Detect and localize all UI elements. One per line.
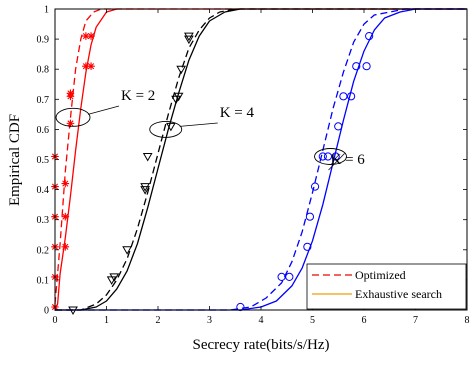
data-point-k-4-triangle-down <box>184 35 194 45</box>
data-point-k-4-triangle-down <box>184 32 194 42</box>
x-tick-label: 4 <box>259 315 264 326</box>
y-tick-label: 0.8 <box>37 65 50 76</box>
y-tick-label: 0.2 <box>37 245 50 256</box>
data-point-k-6-circle <box>318 152 327 161</box>
series-line-k-6-dashed <box>55 8 467 311</box>
data-point-k-2-star <box>66 89 75 98</box>
legend: Optimized Exhaustive search <box>306 263 467 310</box>
y-tick-label: 0.4 <box>37 185 50 196</box>
x-tick-label: 8 <box>465 315 470 326</box>
annotation-leader-line <box>179 122 218 127</box>
axis-ticks: 0 1 2 3 4 5 6 7 8 0 0.1 0.2 0.3 0.4 0.5 0.6 0.7 0.8 0.9 1 <box>37 5 470 327</box>
data-point-k-6-circle <box>362 62 371 71</box>
annotations: K = 2 K = 4 K = 6 <box>55 88 366 171</box>
legend-box <box>306 263 467 310</box>
annotation-label: K = 4 <box>220 105 255 121</box>
annotation-leader-line <box>328 153 345 171</box>
series-line-k-4-dashed <box>55 8 467 311</box>
y-tick-label: 1 <box>44 5 49 16</box>
data-point-k-4-triangle-down <box>109 273 120 282</box>
y-tick-label: 0.6 <box>37 125 50 136</box>
data-point-k-6-circle <box>323 152 333 161</box>
data-point-k-6-circle <box>352 62 361 71</box>
legend-label-optimized: Optimized <box>355 268 406 282</box>
data-point-k-6-circle <box>303 242 312 251</box>
series-line-k-6-solid <box>55 8 467 311</box>
data-point-k-2-star <box>61 212 70 221</box>
annotation-ellipse <box>149 120 183 138</box>
y-axis-label: Empirical CDF <box>7 114 23 206</box>
x-tick-label: 2 <box>156 315 161 326</box>
y-tick-label: 0.3 <box>37 215 50 226</box>
data-point-k-2-star <box>61 179 70 188</box>
x-tick-label: 6 <box>362 315 367 326</box>
data-point-k-4-triangle-down <box>166 122 176 132</box>
series-line-k-4-solid <box>55 8 467 311</box>
data-point-k-6-circle <box>334 122 343 131</box>
y-tick-label: 0.1 <box>37 275 50 286</box>
data-point-k-2-star <box>87 32 95 40</box>
data-point-k-6-circle <box>310 182 320 191</box>
y-tick-label: 0.5 <box>37 155 50 166</box>
y-tick-label: 0.9 <box>37 35 50 46</box>
annotation-label: K = 2 <box>121 88 155 104</box>
data-point-k-6-circle <box>236 302 245 312</box>
x-tick-label: 7 <box>413 315 418 326</box>
x-tick-label: 0 <box>53 315 58 326</box>
data-point-k-4-triangle-down <box>176 65 187 75</box>
x-axis-label: Secrecy rate(bits/s/Hz) <box>192 337 329 353</box>
annotation-label: K = 6 <box>331 152 366 168</box>
data-point-k-4-triangle-down <box>140 183 150 192</box>
x-tick-label: 1 <box>104 315 109 326</box>
data-point-k-4-triangle-down <box>140 186 150 195</box>
data-point-k-6-circle <box>347 92 356 101</box>
x-tick-label: 3 <box>207 315 212 326</box>
data-point-k-6-circle <box>277 272 286 281</box>
data-point-k-2-star <box>82 32 90 40</box>
data-point-k-2-star <box>82 62 90 70</box>
annotation-ellipse <box>55 107 91 127</box>
y-tick-label: 0.7 <box>37 95 50 106</box>
data-point-k-6-circle <box>305 212 315 221</box>
data-point-k-6-circle <box>365 31 374 41</box>
data-point-k-6-circle <box>331 152 340 161</box>
annotation-leader-line <box>87 105 120 115</box>
data-point-k-4-triangle-down <box>173 92 184 102</box>
data-point-k-6-circle <box>339 92 348 101</box>
data-point-k-2-star <box>61 242 70 251</box>
data-point-k-4-triangle-down <box>122 246 132 255</box>
legend-label-exhaustive-search: Exhaustive search <box>355 287 442 301</box>
annotation-ellipse <box>314 148 347 165</box>
data-point-k-2-star <box>66 119 75 128</box>
data-point-k-2-star <box>87 62 95 70</box>
x-tick-label: 5 <box>310 315 315 326</box>
data-point-k-4-triangle-down <box>142 152 153 162</box>
data-point-k-6-circle <box>285 272 294 281</box>
y-tick-label: 0 <box>44 306 49 317</box>
